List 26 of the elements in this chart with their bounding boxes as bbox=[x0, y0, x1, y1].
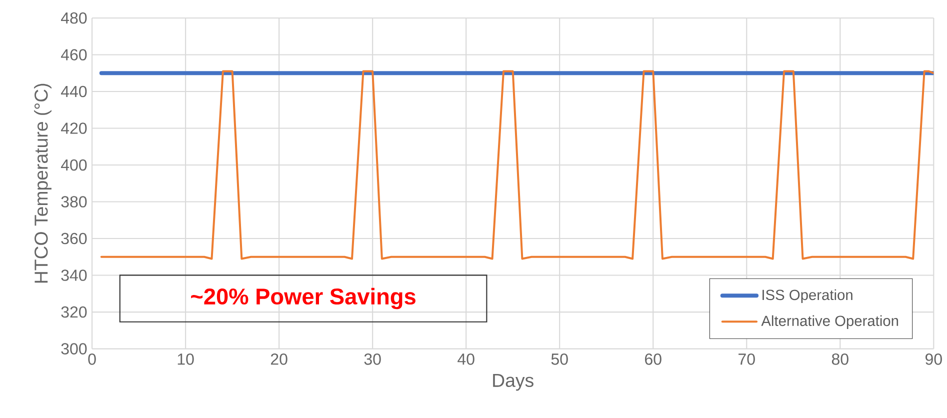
y-tick-label: 420 bbox=[60, 122, 87, 134]
x-tick-label: 20 bbox=[270, 353, 288, 365]
y-tick-label: 340 bbox=[61, 270, 87, 281]
x-tick-label: 60 bbox=[645, 353, 662, 365]
y-tick-label: 460 bbox=[60, 49, 87, 60]
line-series bbox=[100, 70, 934, 260]
x-tick-label: 0 bbox=[88, 353, 96, 365]
x-tick-label: 40 bbox=[458, 353, 474, 365]
y-tick-label: 400 bbox=[60, 159, 87, 171]
y-tick-label: 300 bbox=[61, 343, 87, 354]
x-axis-title: Days bbox=[493, 374, 534, 391]
y-tick-label: 320 bbox=[61, 306, 87, 318]
y-tick-label: 360 bbox=[61, 232, 87, 244]
x-tick-label: 80 bbox=[832, 353, 848, 365]
legend-label: Alternative Operation bbox=[761, 315, 898, 329]
y-tick-label: 480 bbox=[60, 12, 87, 24]
y-axis-title: HTCO Temperature (°C) bbox=[34, 84, 52, 283]
x-tick-label: 70 bbox=[738, 353, 755, 365]
y-tick-label: 380 bbox=[61, 196, 87, 208]
legend-label: ISS Operation bbox=[762, 289, 852, 303]
x-tick-label: 30 bbox=[364, 353, 381, 365]
annotation: ~20% Power Savings bbox=[191, 288, 416, 310]
x-tick-label: 90 bbox=[926, 353, 942, 365]
x-tick-label: 50 bbox=[551, 353, 568, 365]
y-tick-label: 440 bbox=[60, 86, 87, 98]
x-tick-label: 10 bbox=[178, 353, 194, 365]
